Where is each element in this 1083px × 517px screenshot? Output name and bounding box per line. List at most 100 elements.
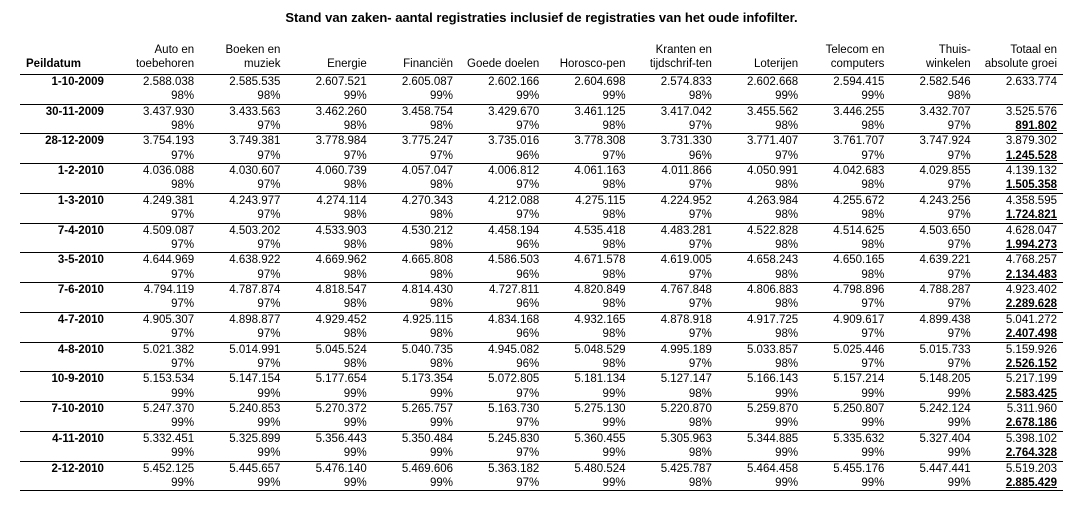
value-cell: 4.263.984 (718, 193, 804, 208)
value-cell: 2.588.038 (114, 74, 200, 89)
value-cell: 4.834.168 (459, 312, 545, 327)
pct-cell: 97% (114, 297, 200, 312)
table-header-row: Peildatum Auto en toebehoren Boeken en m… (20, 43, 1063, 74)
pct-cell: 98% (286, 357, 372, 372)
pct-cell: 97% (114, 208, 200, 223)
value-cell: 4.249.381 (114, 193, 200, 208)
pct-cell: 99% (890, 476, 976, 491)
value-cell: 4.458.194 (459, 223, 545, 238)
date-cell: 7-4-2010 (20, 223, 114, 238)
value-cell: 5.025.446 (804, 342, 890, 357)
pct-cell: 98% (373, 268, 459, 283)
pct-cell: 98% (373, 238, 459, 253)
pct-cell: 97% (890, 149, 976, 164)
date-cell: 4-8-2010 (20, 342, 114, 357)
value-cell: 4.050.991 (718, 164, 804, 179)
pct-cell: 97% (632, 297, 718, 312)
table-row-pct: 99%99%99%99%97%99%98%99%99%99%2.678.186 (20, 416, 1063, 431)
value-cell: 5.425.787 (632, 461, 718, 476)
total-cell: 5.041.272 (977, 312, 1063, 327)
col-telecom: Telecom en computers (804, 43, 890, 74)
table-row: 7-6-20104.794.1194.787.8744.818.5474.814… (20, 283, 1063, 298)
pct-cell: 98% (632, 476, 718, 491)
table-row-pct: 97%97%98%98%96%98%97%98%97%97%2.526.152 (20, 357, 1063, 372)
value-cell: 4.060.739 (286, 164, 372, 179)
date-cell-empty (20, 149, 114, 164)
pct-cell: 98% (545, 327, 631, 342)
date-cell: 1-3-2010 (20, 193, 114, 208)
value-cell: 3.458.754 (373, 104, 459, 119)
pct-cell: 97% (114, 327, 200, 342)
value-cell: 2.574.833 (632, 74, 718, 89)
total-cell: 2.633.774 (977, 74, 1063, 89)
pct-cell: 97% (114, 149, 200, 164)
value-cell: 5.360.455 (545, 431, 631, 446)
value-cell: 5.033.857 (718, 342, 804, 357)
col-totaal: Totaal en absolute groei (977, 43, 1063, 74)
page-title: Stand van zaken- aantal registraties inc… (20, 10, 1063, 25)
table-row-pct: 97%97%98%98%97%98%97%98%98%97%1.724.821 (20, 208, 1063, 223)
pct-cell: 98% (804, 238, 890, 253)
pct-cell: 97% (804, 357, 890, 372)
table-row: 7-4-20104.509.0874.503.2024.533.9034.530… (20, 223, 1063, 238)
pct-cell: 96% (459, 238, 545, 253)
date-cell: 28-12-2009 (20, 134, 114, 149)
pct-cell: 99% (373, 416, 459, 431)
value-cell: 5.464.458 (718, 461, 804, 476)
date-cell-empty (20, 327, 114, 342)
pct-cell: 97% (632, 238, 718, 253)
date-cell-empty (20, 208, 114, 223)
data-table: Peildatum Auto en toebehoren Boeken en m… (20, 43, 1063, 491)
pct-cell: 96% (459, 268, 545, 283)
value-cell: 5.015.733 (890, 342, 976, 357)
pct-cell: 99% (114, 476, 200, 491)
value-cell: 4.042.683 (804, 164, 890, 179)
pct-cell: 98% (286, 327, 372, 342)
value-cell: 4.945.082 (459, 342, 545, 357)
pct-cell: 97% (632, 178, 718, 193)
pct-cell: 98% (545, 297, 631, 312)
pct-cell: 98% (632, 89, 718, 104)
pct-cell: 98% (545, 357, 631, 372)
value-cell: 4.767.848 (632, 283, 718, 298)
pct-cell: 99% (804, 476, 890, 491)
pct-cell: 99% (200, 387, 286, 402)
total-cell: 4.139.132 (977, 164, 1063, 179)
value-cell: 4.006.812 (459, 164, 545, 179)
pct-cell: 97% (804, 149, 890, 164)
value-cell: 4.535.418 (545, 223, 631, 238)
value-cell: 4.917.725 (718, 312, 804, 327)
value-cell: 2.604.698 (545, 74, 631, 89)
growth-cell: 1.994.273 (977, 238, 1063, 253)
value-cell: 3.778.308 (545, 134, 631, 149)
value-cell: 3.461.125 (545, 104, 631, 119)
pct-cell: 97% (200, 238, 286, 253)
table-row: 30-11-20093.437.9303.433.5633.462.2603.4… (20, 104, 1063, 119)
value-cell: 4.932.165 (545, 312, 631, 327)
pct-cell: 98% (114, 89, 200, 104)
pct-cell: 98% (286, 297, 372, 312)
pct-cell: 99% (804, 446, 890, 461)
total-cell: 5.519.203 (977, 461, 1063, 476)
value-cell: 2.605.087 (373, 74, 459, 89)
col-energie: Energie (286, 43, 372, 74)
pct-cell: 98% (286, 238, 372, 253)
value-cell: 5.048.529 (545, 342, 631, 357)
pct-cell: 98% (718, 357, 804, 372)
pct-cell: 98% (373, 208, 459, 223)
pct-cell: 98% (632, 387, 718, 402)
pct-cell: 97% (632, 119, 718, 134)
value-cell: 4.798.896 (804, 283, 890, 298)
value-cell: 5.148.205 (890, 372, 976, 387)
value-cell: 4.899.438 (890, 312, 976, 327)
table-row-pct: 98%97%98%98%97%98%97%98%98%97%1.505.358 (20, 178, 1063, 193)
pct-cell: 98% (718, 208, 804, 223)
pct-cell: 97% (545, 149, 631, 164)
growth-cell (977, 89, 1063, 104)
pct-cell: 99% (545, 387, 631, 402)
pct-cell: 98% (373, 178, 459, 193)
value-cell: 5.250.807 (804, 402, 890, 417)
pct-cell: 98% (804, 178, 890, 193)
pct-cell: 97% (890, 119, 976, 134)
pct-cell: 97% (632, 357, 718, 372)
